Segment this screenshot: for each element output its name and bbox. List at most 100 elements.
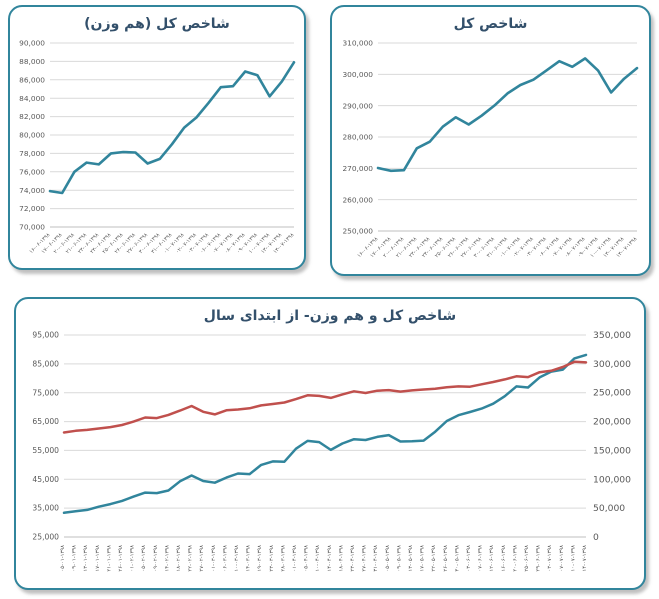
y-tick-label-right: 100,000 xyxy=(593,474,631,485)
y-tick-label: 86,000 xyxy=(19,75,45,84)
total-index-chart-title: شاخص کل xyxy=(453,16,528,32)
y-tick-label: 280,000 xyxy=(342,133,373,142)
series-line-0 xyxy=(376,57,639,173)
x-axis-labels: ۱۶-۰۶-۱۳۹۸۱۷-۰۶-۱۳۹۸۲۰-۰۶-۱۳۹۸۲۱-۰۶-۱۳۹۸… xyxy=(28,232,295,255)
y-tick-label: 260,000 xyxy=(342,195,373,204)
x-tick-label: ۰۱-۰۴-۱۳۹۸ xyxy=(292,545,298,572)
x-tick-label: ۲۷-۰۴-۱۳۹۸ xyxy=(362,545,368,572)
y-tick-label: 76,000 xyxy=(19,167,45,176)
x-tick-label: ۱۹-۰۳-۱۳۹۸ xyxy=(257,545,263,572)
total-index-chart-card: شاخص کل 250,000 260,000 270,000 280,000 290,… xyxy=(330,5,651,276)
x-tick-label: ۱۴-۰۷-۱۳۹۸ xyxy=(582,545,588,572)
ytd-combined-chart-plot: 25,000 35,000 45,000 55,000 65,000 75,000 85,0… xyxy=(32,330,631,572)
y-tick-label: 95,000 xyxy=(32,331,59,340)
x-tick-label: ۱۷-۰۱-۱۳۹۸ xyxy=(95,545,101,572)
series-line-1 xyxy=(62,360,588,434)
x-tick-label: ۰۵-۰۴-۱۳۹۸ xyxy=(304,545,310,572)
x-tick-label: ۰۵-۰۲-۱۳۹۸ xyxy=(141,545,147,572)
y-gridlines xyxy=(64,334,586,538)
x-tick-label: ۲۶-۰۵-۱۳۹۸ xyxy=(443,545,449,572)
y-tick-label: 300,000 xyxy=(342,70,373,79)
y-tick-label: 35,000 xyxy=(32,504,59,513)
x-tick-label: ۰۶-۰۳-۱۳۹۸ xyxy=(222,545,228,572)
y-gridlines xyxy=(50,42,294,228)
x-tick-label: ۰۹-۰۱-۱۳۹۸ xyxy=(72,545,78,572)
equal-weight-chart-title: شاخص کل (هم وزن) xyxy=(84,16,230,32)
y-axis-right-labels: 0 50,000 100,000 150,000 200,000 250,000 300,0… xyxy=(593,330,631,543)
y-tick-label-right: 200,000 xyxy=(593,417,631,428)
y-tick-label: 74,000 xyxy=(19,186,45,195)
x-tick-label: ۰۳-۰۶-۱۳۹۸ xyxy=(466,545,472,572)
y-tick-label: 65,000 xyxy=(32,417,59,426)
equal-weight-chart-card: شاخص کل (هم وزن) 70,000 72,000 74,000 76,00… xyxy=(8,5,306,270)
x-tick-label: ۲۸-۰۳-۱۳۹۸ xyxy=(280,545,286,572)
x-tick-label: ۳۱-۰۴-۱۳۹۸ xyxy=(373,545,379,572)
y-tick-label: 78,000 xyxy=(19,149,45,158)
y-tick-label: 25,000 xyxy=(32,533,59,542)
x-tick-label: ۰۹-۰۵-۱۳۹۸ xyxy=(396,545,402,572)
y-tick-label: 310,000 xyxy=(342,39,373,48)
ytd-combined-chart-title: شاخص کل و هم وزن- از ابتدای سال xyxy=(203,308,457,324)
x-tick-label: ۲۲-۰۲-۱۳۹۸ xyxy=(188,545,194,572)
x-tick-label: ۱۲-۰۶-۱۳۹۸ xyxy=(489,545,495,572)
x-tick-label: ۱۸-۰۴-۱۳۹۸ xyxy=(338,545,344,572)
x-tick-label: ۱۰-۰۴-۱۳۹۸ xyxy=(315,545,321,572)
x-tick-label: ۱۴-۰۳-۱۳۹۸ xyxy=(246,545,252,572)
y-gridlines xyxy=(378,42,637,232)
total-index-chart-plot: 250,000 260,000 270,000 280,000 290,000 300,0… xyxy=(342,39,639,260)
x-tick-label: ۲۳-۰۳-۱۳۹۸ xyxy=(269,545,275,572)
x-tick-label: ۲۶-۰۱-۱۳۹۸ xyxy=(118,545,124,572)
y-tick-label: 82,000 xyxy=(19,112,45,121)
y-tick-label: 70,000 xyxy=(19,223,45,232)
x-tick-label: ۲۹-۰۶-۱۳۹۸ xyxy=(536,545,542,572)
y-tick-label: 90,000 xyxy=(19,39,45,48)
x-tick-label: ۲۲-۰۵-۱۳۹۸ xyxy=(431,545,437,572)
y-axis-left-labels: 25,000 35,000 45,000 55,000 65,000 75,000 85,0… xyxy=(32,331,59,542)
x-tick-label: ۰۱-۰۲-۱۳۹۸ xyxy=(130,545,136,572)
y-tick-label-right: 150,000 xyxy=(593,445,631,456)
series-line-0 xyxy=(48,60,296,195)
x-tick-label: ۲۳-۰۴-۱۳۹۸ xyxy=(350,545,356,572)
x-tick-label: ۱۸-۰۲-۱۳۹۸ xyxy=(176,545,182,572)
x-tick-label: ۰۱-۰۳-۱۳۹۸ xyxy=(211,545,217,572)
x-tick-label: ۰۳-۰۷-۱۳۹۸ xyxy=(547,545,553,572)
y-tick-label-right: 300,000 xyxy=(593,359,631,370)
y-tick-label-right: 250,000 xyxy=(593,388,631,399)
x-tick-label: ۱۰-۰۷-۱۳۹۸ xyxy=(570,545,576,572)
x-tick-label: ۲۵-۰۶-۱۳۹۸ xyxy=(524,545,530,572)
y-tick-label: 45,000 xyxy=(32,475,59,484)
x-tick-label: ۰۵-۰۱-۱۳۹۸ xyxy=(60,545,66,572)
y-tick-label: 84,000 xyxy=(19,94,45,103)
y-axis-left-labels: 250,000 260,000 270,000 280,000 290,000 300,0… xyxy=(342,39,373,236)
y-tick-label: 55,000 xyxy=(32,446,59,455)
x-tick-label: ۱۴-۰۴-۱۳۹۸ xyxy=(327,545,333,572)
x-tick-label: ۲۷-۰۲-۱۳۹۸ xyxy=(199,545,205,572)
x-tick-label: ۰۷-۰۶-۱۳۹۸ xyxy=(478,545,484,572)
x-tick-label: ۱۰-۰۳-۱۳۹۸ xyxy=(234,545,240,572)
y-tick-label: 290,000 xyxy=(342,101,373,110)
x-tick-label: ۱۶-۰۶-۱۳۹۸ xyxy=(501,545,507,572)
x-axis-labels: ۱۶-۰۶-۱۳۹۸۱۷-۰۶-۱۳۹۸۲۰-۰۶-۱۳۹۸۲۱-۰۶-۱۳۹۸… xyxy=(356,236,638,259)
y-tick-label-right: 0 xyxy=(593,532,599,543)
y-axis-left-labels: 70,000 72,000 74,000 76,000 78,000 80,000 82,0… xyxy=(19,39,45,232)
y-tick-label: 88,000 xyxy=(19,57,45,66)
y-tick-label-right: 50,000 xyxy=(593,503,625,514)
equal-weight-chart-plot: 70,000 72,000 74,000 76,000 78,000 80,000 82,0… xyxy=(19,39,296,256)
x-tick-label: ۱۳-۰۱-۱۳۹۸ xyxy=(83,545,89,572)
x-tick-label: ۲۱-۰۱-۱۳۹۸ xyxy=(106,545,112,572)
x-axis-labels: ۰۵-۰۱-۱۳۹۸ ۰۹-۰۱-۱۳۹۸ ۱۳-۰۱-۱۳۹۸ ۱۷-۰۱-۱۳۹۸… xyxy=(60,545,588,572)
x-tick-label: ۰۹-۰۲-۱۳۹۸ xyxy=(153,545,159,572)
x-tick-label: ۱۷-۰۵-۱۳۹۸ xyxy=(420,545,426,572)
ytd-combined-chart-card: شاخص کل و هم وزن- از ابتدای سال 25,000 35… xyxy=(14,297,646,590)
series-line-0 xyxy=(62,353,588,515)
x-tick-label: ۲۰-۰۶-۱۳۹۸ xyxy=(512,545,518,572)
y-tick-label: 75,000 xyxy=(32,388,59,397)
x-tick-label: ۱۳-۰۵-۱۳۹۸ xyxy=(408,545,414,572)
y-tick-label-right: 350,000 xyxy=(593,330,631,341)
y-tick-label: 80,000 xyxy=(19,131,45,140)
y-tick-label: 85,000 xyxy=(32,359,59,368)
y-tick-label: 250,000 xyxy=(342,227,373,236)
y-tick-label: 72,000 xyxy=(19,204,45,213)
x-tick-label: ۰۵-۰۵-۱۳۹۸ xyxy=(385,545,391,572)
x-tick-label: ۱۴-۰۲-۱۳۹۸ xyxy=(164,545,170,572)
